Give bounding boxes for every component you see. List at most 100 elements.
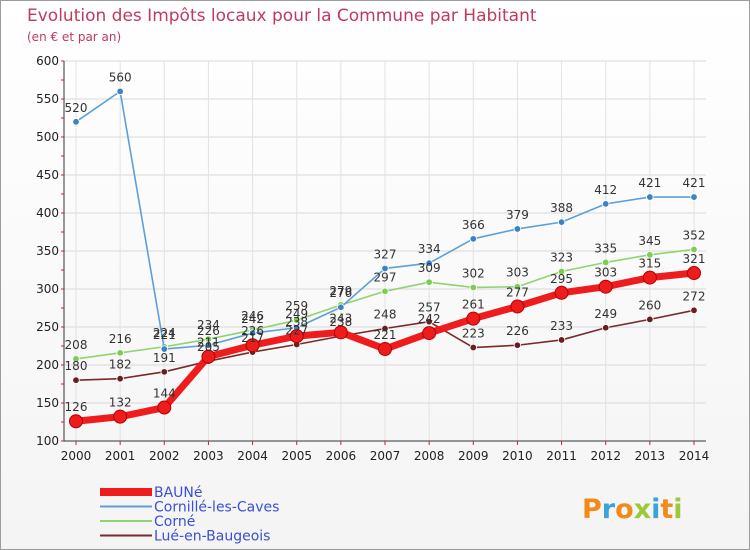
- data-label-0: 277: [506, 285, 529, 299]
- series-point-2: [602, 258, 610, 267]
- series-point-0: [510, 299, 525, 314]
- series-point-1: [160, 345, 168, 353]
- series-point-2: [513, 283, 522, 291]
- series-point-0: [201, 349, 216, 364]
- data-label-3: 249: [594, 307, 617, 321]
- x-tick-label: 2004: [237, 449, 268, 463]
- data-label-0: 242: [418, 312, 441, 326]
- data-label-2: 224: [153, 326, 176, 340]
- data-label-1: 242: [241, 312, 264, 326]
- series-point-3: [513, 341, 522, 349]
- series-point-0: [289, 329, 304, 344]
- series-point-3: [72, 376, 80, 384]
- data-label-1: 366: [462, 218, 485, 232]
- series-point-0: [245, 338, 260, 353]
- data-label-3: 205: [197, 340, 220, 354]
- y-tick-label: 600: [36, 54, 59, 68]
- proxiti-logo: Proxiti: [582, 494, 683, 525]
- series-point-0: [157, 400, 172, 415]
- legend-label-1: Cornillé-les-Caves: [154, 500, 279, 516]
- series-point-0: [687, 266, 701, 281]
- x-tick-label: 2000: [61, 449, 92, 463]
- data-label-3: 217: [241, 331, 264, 345]
- data-label-2: 208: [65, 338, 88, 352]
- data-label-0: 211: [197, 336, 220, 350]
- axes: 100 150 200 250 300 350 400 450 500 550 600 2000 200…: [36, 54, 709, 463]
- data-label-3: 238: [329, 315, 352, 329]
- x-tick-label: 2003: [193, 449, 224, 463]
- data-label-2: 309: [418, 261, 441, 275]
- data-label-0: 303: [594, 266, 617, 280]
- y-tick-label: 450: [36, 168, 59, 182]
- x-tick-label: 2014: [679, 449, 710, 463]
- y-tick-label: 300: [36, 282, 59, 296]
- series-point-0: [113, 409, 128, 424]
- y-tick-label: 100: [36, 434, 59, 448]
- x-tick-label: 2009: [458, 449, 489, 463]
- data-label-1: 221: [153, 328, 176, 342]
- data-label-3: 227: [285, 323, 308, 337]
- series-point-1: [116, 87, 124, 96]
- data-label-2: 234: [197, 318, 220, 332]
- series-point-1: [690, 193, 698, 201]
- series-point-1: [381, 264, 389, 273]
- series-point-0: [642, 270, 657, 285]
- series-point-1: [72, 118, 80, 126]
- x-tick-label: 2002: [149, 449, 180, 463]
- legend-label-0: BAUNé: [154, 485, 203, 501]
- series-point-0: [378, 342, 392, 357]
- series-point-1: [337, 303, 345, 311]
- x-tick-label: 2010: [502, 449, 533, 463]
- series-point-3: [557, 336, 566, 344]
- series-point-2: [557, 267, 566, 276]
- data-label-3: 182: [109, 358, 132, 372]
- series-point-3: [116, 374, 124, 383]
- series-point-0: [422, 326, 437, 341]
- data-label-2: 216: [109, 332, 132, 346]
- data-label-1: 421: [683, 176, 706, 190]
- data-label-0: 243: [329, 311, 352, 325]
- x-tick-label: 2013: [635, 449, 666, 463]
- data-label-3: 223: [462, 327, 485, 341]
- data-label-0: 261: [462, 298, 485, 312]
- data-label-1: 327: [374, 247, 397, 261]
- data-label-0: 321: [683, 252, 706, 266]
- data-label-2: 246: [241, 309, 264, 323]
- series-point-2: [425, 278, 433, 286]
- data-label-3: 260: [638, 298, 661, 312]
- series-point-1: [557, 218, 566, 226]
- series-point-0: [69, 414, 83, 429]
- legend-label-3: Lué-en-Baugeois: [154, 529, 270, 545]
- data-label-1: 560: [109, 70, 132, 84]
- series-point-0: [333, 325, 348, 340]
- data-label-0: 238: [285, 315, 308, 329]
- series-point-3: [690, 306, 698, 314]
- y-tick-label: 200: [36, 358, 59, 372]
- series-point-0: [554, 285, 569, 300]
- series-point-3: [425, 317, 433, 326]
- chart-subtitle: (en € et par an): [27, 30, 121, 44]
- data-label-3: 248: [374, 308, 397, 322]
- x-tick-label: 2011: [546, 449, 577, 463]
- series-point-2: [381, 287, 389, 295]
- series-point-2: [690, 245, 698, 254]
- x-tick-label: 2001: [105, 449, 136, 463]
- data-label-1: 334: [418, 242, 441, 256]
- data-label-1: 379: [506, 208, 529, 222]
- data-label-0: 126: [65, 400, 88, 414]
- data-label-1: 226: [197, 324, 220, 338]
- series-point-0: [466, 311, 481, 326]
- series-point-2: [646, 251, 654, 259]
- series-point-1: [204, 341, 213, 349]
- series-point-3: [160, 368, 168, 376]
- data-label-2: 259: [285, 299, 308, 313]
- data-label-1: 421: [638, 176, 661, 190]
- data-label-0: 144: [153, 387, 176, 401]
- legend-label-2: Corné: [154, 514, 195, 530]
- series-point-3: [602, 324, 610, 332]
- data-label-3: 272: [683, 289, 706, 303]
- data-label-0: 132: [109, 396, 132, 410]
- x-tick-label: 2008: [414, 449, 445, 463]
